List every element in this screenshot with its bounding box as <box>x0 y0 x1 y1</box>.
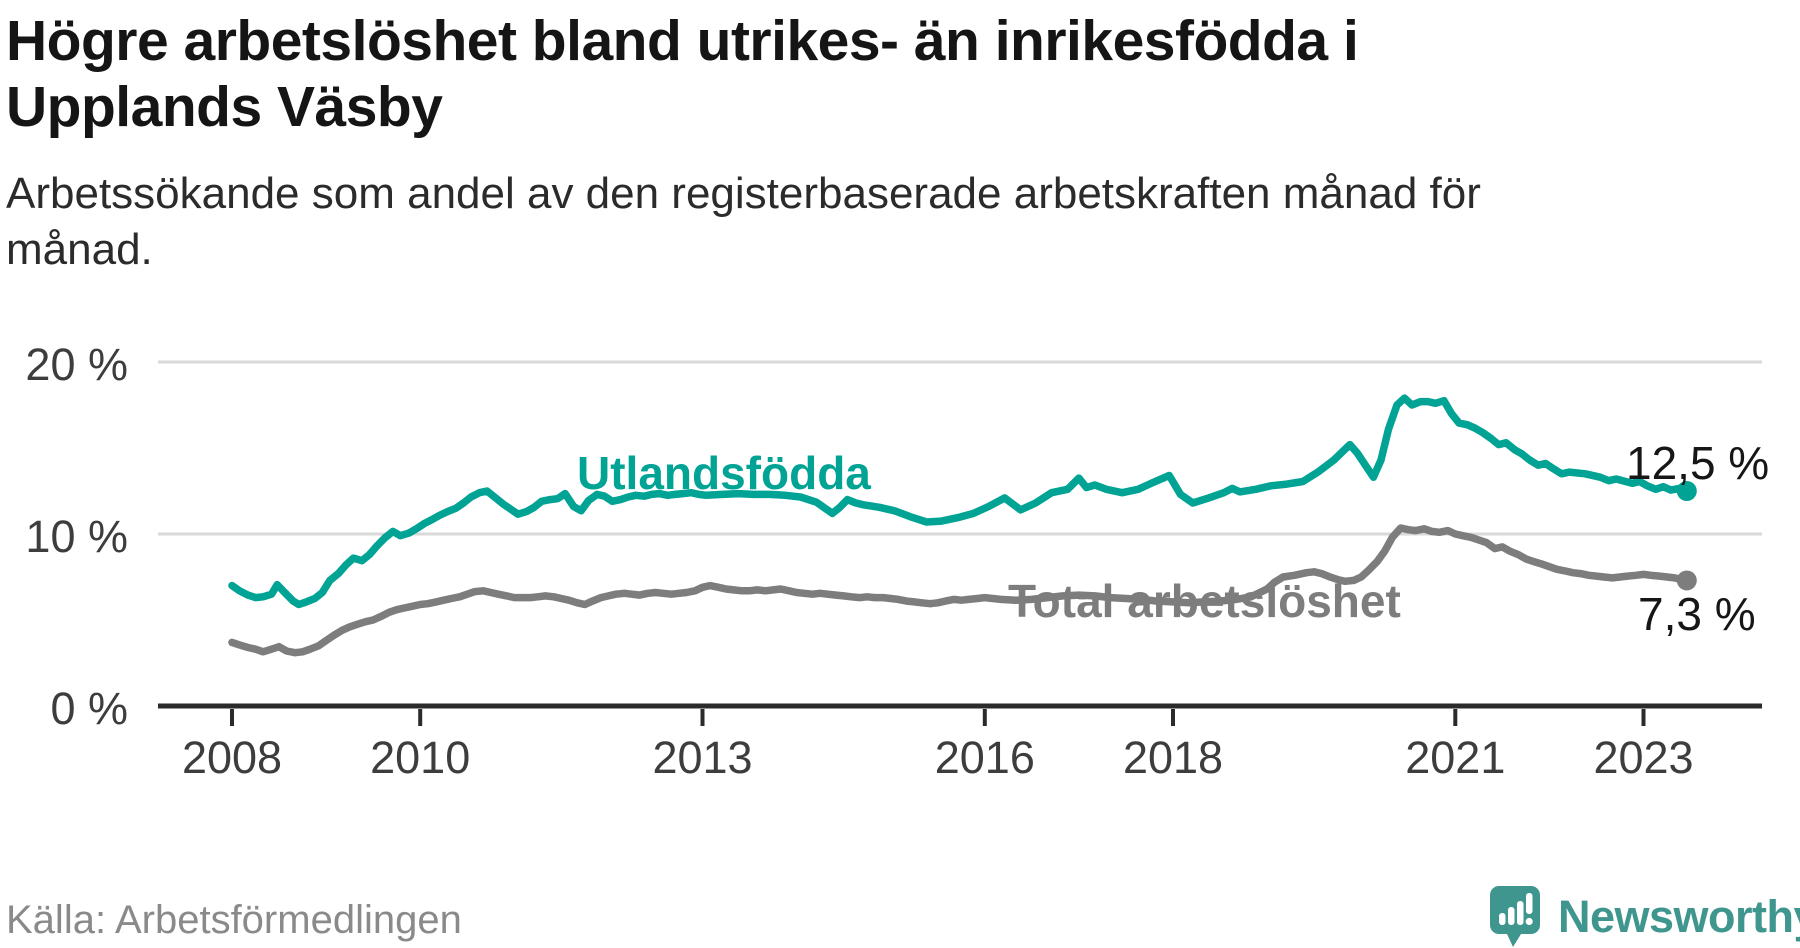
y-tick-label-0: 0 % <box>50 683 128 734</box>
x-tick-label-2013: 2013 <box>652 732 753 783</box>
x-tick-label-2016: 2016 <box>934 732 1035 783</box>
chart-subtitle-line-1: Arbetssökande som andel av den registerb… <box>6 169 1481 218</box>
end-value-label-total: 7,3 % <box>1638 588 1756 640</box>
logo-bubble-shape <box>1490 886 1540 947</box>
logo-bar-2 <box>1508 907 1515 925</box>
page-title-line-2: Upplands Väsby <box>6 75 443 139</box>
newsworthy-wordmark: Newsworthy <box>1558 891 1800 942</box>
source-credit: Källa: Arbetsförmedlingen <box>6 898 462 942</box>
logo-exclamation-dot <box>1525 917 1533 926</box>
logo-bar-3 <box>1517 901 1524 925</box>
newsworthy-logo-icon <box>1490 886 1540 947</box>
x-tick-label-2018: 2018 <box>1122 732 1224 783</box>
series-end-dot-utlandsfodda <box>1676 481 1697 501</box>
series-label-utlandsfodda: Utlandsfödda <box>577 447 871 499</box>
x-tick-label-2008: 2008 <box>181 732 283 783</box>
x-tick-label-2010: 2010 <box>370 732 471 783</box>
chart-subtitle-line-2: månad. <box>6 225 153 274</box>
y-tick-label-20: 20 % <box>25 339 128 390</box>
logo-bar-1 <box>1499 913 1506 925</box>
end-value-label-utlandsfodda: 12,5 % <box>1626 437 1770 489</box>
y-tick-label-10: 10 % <box>25 511 128 562</box>
series-line-utlandsfodda <box>228 394 1691 609</box>
x-tick-label-2023: 2023 <box>1593 732 1694 783</box>
series-line-total-arbetsloshet <box>228 524 1691 657</box>
page-title-line-1: Högre arbetslöshet bland utrikes- än inr… <box>6 9 1359 73</box>
x-tick-label-2021: 2021 <box>1405 732 1506 783</box>
logo-exclamation-bar <box>1526 893 1533 914</box>
series-label-total-arbetsloshet: Total arbetslöshet <box>1008 575 1401 627</box>
series-end-dot-total-arbetsloshet <box>1676 570 1697 591</box>
